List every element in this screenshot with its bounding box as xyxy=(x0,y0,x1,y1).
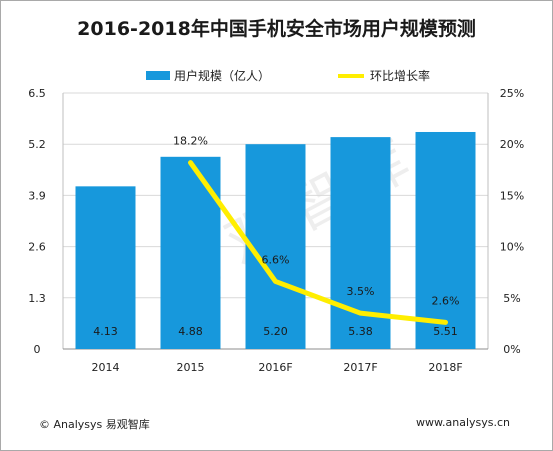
y-left-tick-label: 0 xyxy=(34,343,41,356)
legend-item-growth: 环比增长率 xyxy=(338,67,430,84)
y-right-tick-label: 15% xyxy=(500,189,524,202)
x-tick-label: 2017F xyxy=(343,361,377,374)
chart-legend: 用户规模（亿人） 环比增长率 xyxy=(1,67,552,83)
legend-item-users: 用户规模（亿人） xyxy=(146,67,270,84)
y-left-tick-label: 1.3 xyxy=(28,292,46,305)
footer-url: www.analysys.cn xyxy=(416,416,510,429)
bar-value-label: 4.88 xyxy=(178,325,203,338)
line-value-label: 2.6% xyxy=(432,294,460,307)
x-tick-label: 2018F xyxy=(428,361,462,374)
line-value-label: 6.6% xyxy=(262,253,290,266)
bar-value-label: 5.20 xyxy=(263,325,288,338)
footer-copyright: © Analysys 易观智库 xyxy=(39,418,150,431)
legend-label-users: 用户规模（亿人） xyxy=(174,69,271,83)
y-right-tick-label: 20% xyxy=(500,138,524,151)
y-left-tick-label: 3.9 xyxy=(28,189,46,202)
legend-swatch-bar xyxy=(146,71,170,80)
y-right-tick-label: 5% xyxy=(503,292,520,305)
bar xyxy=(415,131,476,349)
bar-value-label: 5.51 xyxy=(433,325,458,338)
y-right-tick-label: 0% xyxy=(503,343,520,356)
bar-value-label: 5.38 xyxy=(348,325,373,338)
y-left-tick-label: 6.5 xyxy=(28,87,46,100)
bar xyxy=(160,156,221,349)
x-tick-label: 2014 xyxy=(92,361,120,374)
line-value-label: 18.2% xyxy=(173,135,208,148)
bar xyxy=(245,144,306,349)
y-right-tick-label: 25% xyxy=(500,87,524,100)
legend-swatch-line xyxy=(338,73,364,78)
bar-value-label: 4.13 xyxy=(93,325,118,338)
x-tick-label: 2015 xyxy=(177,361,205,374)
bar xyxy=(75,186,136,349)
y-left-tick-label: 5.2 xyxy=(28,138,46,151)
y-right-tick-label: 10% xyxy=(500,241,524,254)
x-tick-label: 2016F xyxy=(258,361,292,374)
legend-label-growth: 环比增长率 xyxy=(370,69,431,83)
growth-line xyxy=(188,160,448,325)
line-value-label: 3.5% xyxy=(347,285,375,298)
chart-title: 2016-2018年中国手机安全市场用户规模预测 xyxy=(77,18,476,40)
y-left-tick-label: 2.6 xyxy=(28,241,46,254)
